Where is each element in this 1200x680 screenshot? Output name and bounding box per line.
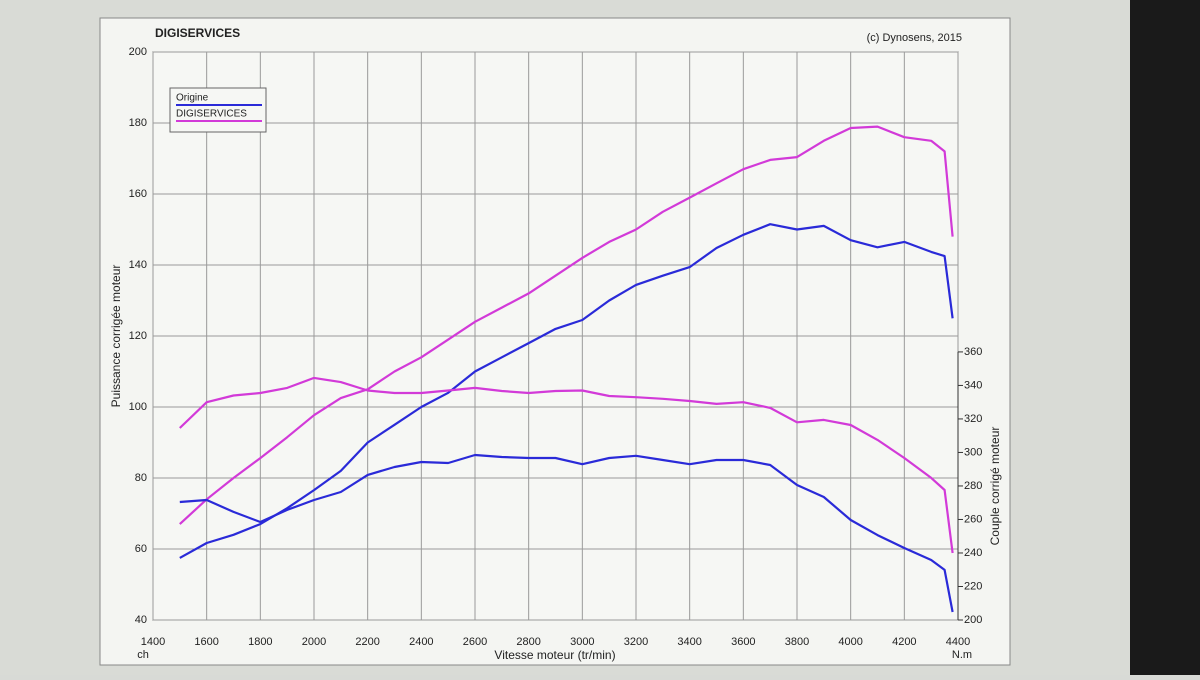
y2-tick-label: 220 xyxy=(964,580,982,592)
legend-label: DIGISERVICES xyxy=(176,109,247,120)
x-tick-label: 4400 xyxy=(946,636,970,648)
y2-tick-label: 200 xyxy=(964,614,982,626)
x-tick-label: 2800 xyxy=(516,636,540,648)
x-tick-label: 2400 xyxy=(409,636,433,648)
y2-tick-label: 240 xyxy=(964,547,982,559)
series-line xyxy=(179,125,954,525)
x-tick-label: 1800 xyxy=(248,636,272,648)
y-tick-label: 180 xyxy=(129,117,147,129)
y2-tick-label: 280 xyxy=(964,480,982,492)
y2-axis-label: Couple corrigé moteur xyxy=(988,427,1002,546)
x-tick-label: 2200 xyxy=(355,636,379,648)
y-tick-label: 40 xyxy=(135,614,147,626)
x-tick-label: 3200 xyxy=(624,636,648,648)
y2-tick-label: 360 xyxy=(964,346,982,358)
y2-unit: N.m xyxy=(952,649,972,661)
series-line xyxy=(179,376,954,554)
y-tick-label: 60 xyxy=(135,543,147,555)
x-tick-label: 2600 xyxy=(463,636,487,648)
y-tick-label: 100 xyxy=(129,401,147,413)
x-tick-label: 3400 xyxy=(677,636,701,648)
x-tick-label: 1600 xyxy=(194,636,218,648)
x-tick-label: 4000 xyxy=(838,636,862,648)
x-axis-label: Vitesse moteur (tr/min) xyxy=(494,648,615,662)
bezel xyxy=(1130,0,1200,675)
series-line xyxy=(179,453,954,613)
y2-tick-label: 260 xyxy=(964,513,982,525)
x-tick-label: 3800 xyxy=(785,636,809,648)
y2-tick-label: 300 xyxy=(964,446,982,458)
y-tick-label: 80 xyxy=(135,472,147,484)
x-tick-label: 3600 xyxy=(731,636,755,648)
x-tick-label: 3000 xyxy=(570,636,594,648)
legend xyxy=(169,87,267,133)
y-tick-label: 200 xyxy=(129,46,147,58)
x-tick-label: 2000 xyxy=(302,636,326,648)
x-tick-label: 4200 xyxy=(892,636,916,648)
y2-tick-label: 340 xyxy=(964,379,982,391)
legend-label: Origine xyxy=(176,93,209,104)
chart-subtitle: (c) Dynosens, 2015 xyxy=(867,32,962,44)
y-tick-label: 160 xyxy=(129,188,147,200)
y2-tick-label: 320 xyxy=(964,413,982,425)
y-tick-label: 140 xyxy=(129,259,147,271)
chart-title: DIGISERVICES xyxy=(155,26,240,40)
y-unit: ch xyxy=(137,649,149,661)
x-tick-label: 1400 xyxy=(141,636,165,648)
series-line xyxy=(179,223,954,559)
y-tick-label: 120 xyxy=(129,330,147,342)
y-axis-label: Puissance corrigée moteur xyxy=(109,265,123,408)
